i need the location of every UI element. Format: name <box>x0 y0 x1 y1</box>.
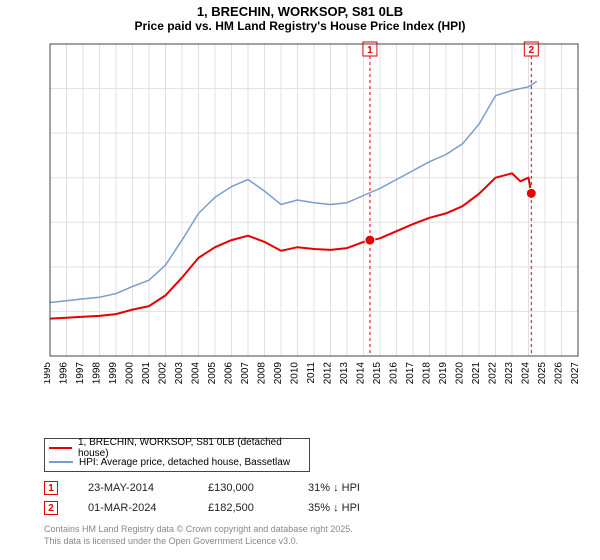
footer-line-1: Contains HM Land Registry data © Crown c… <box>44 524 353 536</box>
svg-text:2002: 2002 <box>158 362 169 385</box>
svg-text:2023: 2023 <box>504 362 515 385</box>
marker-badge-2: 2 <box>44 501 58 515</box>
svg-text:1996: 1996 <box>59 362 70 385</box>
svg-text:2017: 2017 <box>405 362 416 385</box>
svg-text:1: 1 <box>367 45 373 56</box>
svg-text:2009: 2009 <box>273 362 284 385</box>
svg-text:2026: 2026 <box>554 362 565 385</box>
chart-area: £0£50K£100K£150K£200K£250K£300K£350K1995… <box>44 40 584 400</box>
legend-swatch-2 <box>49 461 73 463</box>
svg-text:2020: 2020 <box>455 362 466 385</box>
cell-pct: 35% ↓ HPI <box>308 502 368 514</box>
svg-text:2025: 2025 <box>537 362 548 385</box>
svg-text:2008: 2008 <box>257 362 268 385</box>
svg-text:2: 2 <box>529 45 535 56</box>
svg-text:2019: 2019 <box>438 362 449 385</box>
svg-text:2005: 2005 <box>207 362 218 385</box>
cell-price: £182,500 <box>208 502 278 514</box>
svg-text:2021: 2021 <box>471 362 482 385</box>
transactions-table: 1 23-MAY-2014 £130,000 31% ↓ HPI 2 01-MA… <box>44 478 368 518</box>
cell-date: 23-MAY-2014 <box>88 482 178 494</box>
svg-text:2027: 2027 <box>570 362 581 385</box>
footer: Contains HM Land Registry data © Crown c… <box>44 524 353 547</box>
marker-badge-1: 1 <box>44 481 58 495</box>
svg-text:2003: 2003 <box>174 362 185 385</box>
svg-text:2004: 2004 <box>191 362 202 385</box>
cell-date: 01-MAR-2024 <box>88 502 178 514</box>
chart-svg: £0£50K£100K£150K£200K£250K£300K£350K1995… <box>44 40 584 400</box>
svg-text:1995: 1995 <box>44 362 53 385</box>
legend-box: 1, BRECHIN, WORKSOP, S81 0LB (detached h… <box>44 438 310 472</box>
svg-text:1999: 1999 <box>108 362 119 385</box>
title-block: 1, BRECHIN, WORKSOP, S81 0LB Price paid … <box>0 0 600 33</box>
legend-label-2: HPI: Average price, detached house, Bass… <box>79 457 290 468</box>
legend-swatch-1 <box>49 447 72 449</box>
legend-row: HPI: Average price, detached house, Bass… <box>49 455 305 469</box>
svg-text:2000: 2000 <box>125 362 136 385</box>
svg-text:2024: 2024 <box>521 362 532 385</box>
svg-text:2012: 2012 <box>323 362 334 385</box>
table-row: 2 01-MAR-2024 £182,500 35% ↓ HPI <box>44 498 368 518</box>
title-main: 1, BRECHIN, WORKSOP, S81 0LB <box>0 4 600 19</box>
cell-pct: 31% ↓ HPI <box>308 482 368 494</box>
table-row: 1 23-MAY-2014 £130,000 31% ↓ HPI <box>44 478 368 498</box>
svg-text:1998: 1998 <box>92 362 103 385</box>
svg-text:2018: 2018 <box>422 362 433 385</box>
svg-text:2007: 2007 <box>240 362 251 385</box>
cell-price: £130,000 <box>208 482 278 494</box>
footer-line-2: This data is licensed under the Open Gov… <box>44 536 353 548</box>
svg-text:2022: 2022 <box>488 362 499 385</box>
svg-text:2015: 2015 <box>372 362 383 385</box>
svg-text:2016: 2016 <box>389 362 400 385</box>
svg-text:2010: 2010 <box>290 362 301 385</box>
svg-text:2011: 2011 <box>306 362 317 384</box>
svg-text:2013: 2013 <box>339 362 350 385</box>
svg-text:1997: 1997 <box>75 362 86 385</box>
svg-text:2001: 2001 <box>141 362 152 385</box>
svg-text:2006: 2006 <box>224 362 235 385</box>
legend-row: 1, BRECHIN, WORKSOP, S81 0LB (detached h… <box>49 441 305 455</box>
chart-container: 1, BRECHIN, WORKSOP, S81 0LB Price paid … <box>0 0 600 560</box>
title-sub: Price paid vs. HM Land Registry's House … <box>0 19 600 33</box>
svg-text:2014: 2014 <box>356 362 367 385</box>
